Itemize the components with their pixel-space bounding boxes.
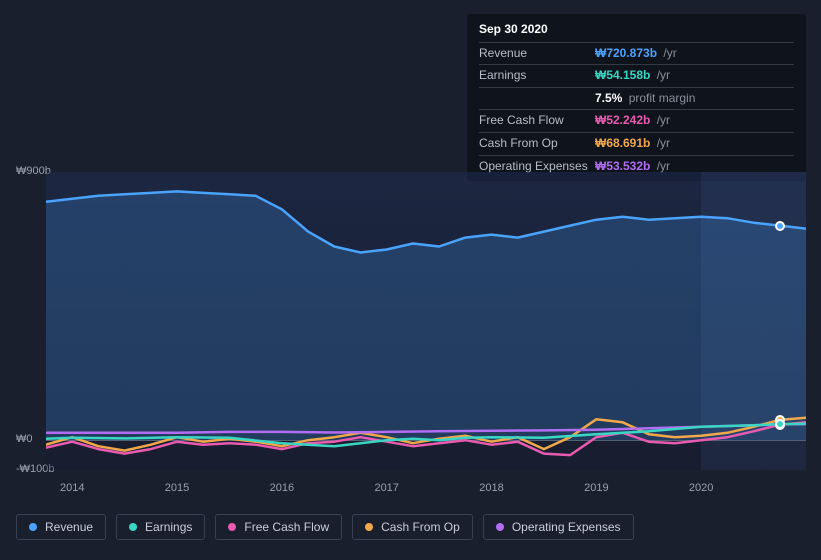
tooltip-label: Revenue (479, 46, 595, 62)
tooltip-label (479, 91, 595, 107)
x-axis-tick: 2016 (270, 482, 294, 494)
legend-item-revenue[interactable]: Revenue (16, 514, 106, 540)
legend-label: Cash From Op (381, 520, 460, 534)
legend-item-earnings[interactable]: Earnings (116, 514, 205, 540)
y-axis-label: ₩0 (16, 433, 33, 445)
tooltip-date: Sep 30 2020 (479, 22, 794, 42)
legend-item-opex[interactable]: Operating Expenses (483, 514, 634, 540)
x-axis-tick: 2020 (689, 482, 713, 494)
legend-label: Revenue (45, 520, 93, 534)
x-axis-tick: 2017 (374, 482, 398, 494)
legend-dot-icon (228, 523, 236, 531)
chart-legend: Revenue Earnings Free Cash Flow Cash From O… (16, 514, 634, 540)
marker-earnings (775, 419, 785, 429)
legend-label: Free Cash Flow (244, 520, 329, 534)
financial-chart: ₩900b₩0-₩100b (16, 150, 806, 480)
legend-item-fcf[interactable]: Free Cash Flow (215, 514, 342, 540)
marker-revenue (775, 221, 785, 231)
x-axis-tick: 2014 (60, 482, 84, 494)
tooltip-value: 7.5% profit margin (595, 91, 695, 107)
tooltip-value: ₩720.873b /yr (595, 46, 677, 62)
tooltip-row-margin: 7.5% profit margin (479, 87, 794, 110)
legend-label: Earnings (145, 520, 192, 534)
tooltip-value: ₩52.242b /yr (595, 113, 670, 129)
x-axis-tick: 2015 (165, 482, 189, 494)
legend-dot-icon (29, 523, 37, 531)
legend-dot-icon (365, 523, 373, 531)
series-lines (46, 172, 806, 470)
tooltip-row-fcf: Free Cash Flow₩52.242b /yr (479, 109, 794, 132)
tooltip-row-earnings: Earnings₩54.158b /yr (479, 64, 794, 87)
tooltip-value: ₩54.158b /yr (595, 68, 670, 84)
legend-dot-icon (496, 523, 504, 531)
x-axis-tick: 2019 (584, 482, 608, 494)
legend-item-cfo[interactable]: Cash From Op (352, 514, 473, 540)
legend-label: Operating Expenses (512, 520, 621, 534)
x-axis-tick: 2018 (479, 482, 503, 494)
legend-dot-icon (129, 523, 137, 531)
tooltip-label: Earnings (479, 68, 595, 84)
series-area-revenue (46, 191, 806, 440)
x-axis: 2014 2015 2016 2017 2018 2019 2020 (46, 482, 806, 498)
plot-area[interactable] (46, 172, 806, 470)
tooltip-row-revenue: Revenue₩720.873b /yr (479, 42, 794, 65)
tooltip-label: Free Cash Flow (479, 113, 595, 129)
